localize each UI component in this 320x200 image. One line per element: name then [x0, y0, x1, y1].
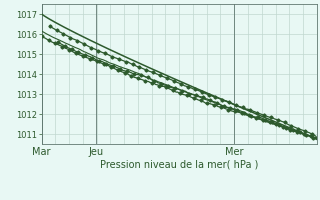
X-axis label: Pression niveau de la mer( hPa ): Pression niveau de la mer( hPa )	[100, 160, 258, 170]
